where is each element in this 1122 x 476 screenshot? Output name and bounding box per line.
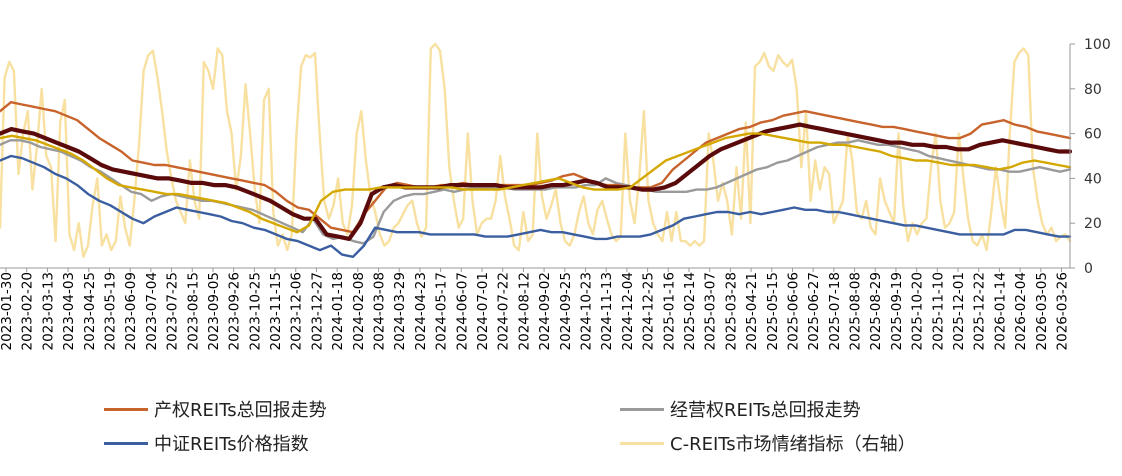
x-tick-label: 2025-06-06 — [785, 272, 801, 350]
legend: 产权REITs总回报走势 经营权REITs总回报走势 中证REITs价格指数 C… — [0, 392, 1122, 476]
y-tick-label: 0 — [1084, 261, 1093, 277]
x-tick-label: 2024-04-23 — [413, 272, 429, 350]
x-tick-label: 2024-12-04 — [620, 272, 636, 350]
x-tick-label: 2025-10-20 — [910, 272, 926, 350]
x-tick-label: 2023-11-15 — [268, 272, 284, 350]
x-tick-label: 2026-03-05 — [1034, 272, 1050, 350]
legend-swatch — [620, 441, 664, 445]
series-line-dark-maroon-series — [0, 122, 1073, 241]
x-tick-label: 2023-01-30 — [0, 272, 15, 350]
x-tick-label: 2024-09-25 — [558, 272, 574, 350]
legend-item-property-reits: 产权REITs总回报走势 — [104, 394, 327, 424]
series-line-经营权REITs总回报走势 — [0, 139, 1072, 245]
axes: 0 20 40 60 80 100 2023-01-30 2023-02-20 2023-03-… — [0, 37, 1111, 350]
legend-label: 经营权REITs总回报走势 — [670, 400, 861, 421]
x-tick-label: 2025-02-14 — [682, 272, 698, 350]
series-line-中证REITs价格指数 — [0, 154, 1072, 258]
legend-label: 中证REITs价格指数 — [154, 434, 309, 455]
x-tick-label: 2023-04-25 — [82, 272, 98, 350]
x-tick-label: 2024-07-01 — [475, 272, 491, 350]
y-tick-label: 80 — [1084, 82, 1102, 98]
x-tick-label: 2026-01-14 — [992, 272, 1008, 350]
x-tick-label: 2023-08-15 — [185, 272, 201, 350]
x-tick-label: 2025-09-19 — [889, 272, 905, 350]
legend-item-operating-reits: 经营权REITs总回报走势 — [620, 394, 861, 424]
x-tick-label: 2025-03-28 — [723, 272, 739, 350]
x-tick-label: 2025-08-29 — [868, 272, 884, 350]
x-tick-label: 2023-04-03 — [61, 272, 77, 350]
x-tick-label: 2024-06-07 — [454, 272, 470, 350]
series-group — [0, 42, 1073, 258]
x-tick-label: 2024-07-22 — [496, 272, 512, 350]
x-tick-label: 2023-10-25 — [247, 272, 263, 350]
x-tick-label: 2025-08-08 — [848, 272, 864, 350]
x-tick-label: 2026-03-26 — [1055, 272, 1071, 350]
x-tick-label: 2024-01-18 — [330, 272, 346, 350]
x-tick-label: 2023-03-13 — [40, 272, 56, 350]
x-tick-label: 2024-10-23 — [578, 272, 594, 350]
x-tick-label: 2025-04-21 — [744, 272, 760, 350]
x-tick-label: 2024-03-08 — [372, 272, 388, 350]
x-tick-label: 2023-06-09 — [123, 272, 139, 350]
x-tick-label: 2024-03-29 — [392, 272, 408, 350]
legend-swatch — [104, 441, 148, 445]
x-tick-label: 2025-06-27 — [806, 272, 822, 350]
x-tick-label: 2024-02-08 — [351, 272, 367, 350]
legend-item-csi-reits-price-index: 中证REITs价格指数 — [104, 428, 309, 458]
x-tick-label: 2023-12-27 — [309, 272, 325, 350]
y-tick-label: 20 — [1084, 216, 1102, 232]
x-tick-label: 2025-07-18 — [827, 272, 843, 350]
x-tick-label: 2026-02-04 — [1013, 272, 1029, 350]
x-tick-label: 2023-05-19 — [102, 272, 118, 350]
x-tick-label: 2024-09-02 — [537, 272, 553, 350]
x-tick-label: 2023-09-26 — [227, 272, 243, 350]
x-tick-label: 2023-07-25 — [165, 272, 181, 350]
x-tick-label: 2024-11-13 — [599, 272, 615, 350]
legend-item-sentiment-indicator: C-REITs市场情绪指标（右轴） — [620, 428, 916, 458]
x-tick-label: 2025-01-16 — [661, 272, 677, 350]
x-tick-label: 2025-03-07 — [703, 272, 719, 350]
x-tick-label: 2025-05-15 — [765, 272, 781, 350]
x-tick-label: 2023-02-20 — [20, 272, 36, 350]
y-tick-label: 60 — [1084, 127, 1102, 143]
line-chart: 0 20 40 60 80 100 2023-01-30 2023-02-20 2023-03-… — [0, 37, 1111, 350]
x-tick-label: 2023-09-05 — [206, 272, 222, 350]
x-tick-label: 2024-12-25 — [641, 272, 657, 350]
legend-label: C-REITs市场情绪指标（右轴） — [670, 434, 916, 455]
legend-swatch — [104, 407, 148, 411]
x-tick-label: 2024-08-12 — [516, 272, 532, 350]
y-tick-label: 40 — [1084, 171, 1102, 187]
legend-swatch — [620, 407, 664, 411]
x-tick-label: 2024-05-17 — [434, 272, 450, 350]
x-tick-label: 2023-07-04 — [144, 272, 160, 350]
series-line-gold-series — [0, 132, 1072, 234]
x-tick-label: 2023-12-06 — [289, 272, 305, 350]
legend-label: 产权REITs总回报走势 — [154, 400, 327, 421]
x-tick-label: 2025-12-01 — [951, 272, 967, 350]
x-tick-label: 2025-11-10 — [930, 272, 946, 350]
x-tick-label: 2025-12-22 — [972, 272, 988, 350]
y-tick-label: 100 — [1084, 37, 1111, 53]
